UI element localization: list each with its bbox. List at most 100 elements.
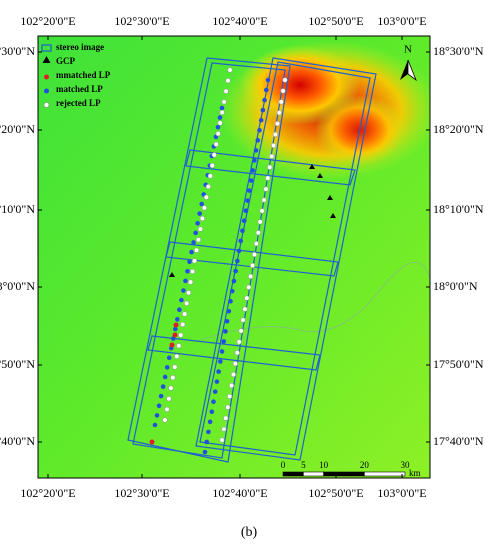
scale-label: 5 [301,460,306,470]
point [276,110,282,116]
point [227,67,233,73]
scale-segment [282,471,304,477]
point [245,198,250,203]
point [169,342,175,348]
point [177,307,182,313]
legend-label: stereo image [56,42,104,52]
point [185,269,190,274]
point [280,88,286,94]
point [225,78,231,84]
lon-label-bottom: 102°50'0"E [308,486,363,500]
point [199,201,204,207]
scale-unit: km [409,468,421,478]
scale-segment [303,471,324,477]
point [227,393,233,399]
lat-label-right: 18°30'0"N [433,44,484,58]
lon-label-top: 102°50'0"E [308,14,363,28]
lat-label-right: 18°10'0"N [433,202,484,216]
point [178,332,184,338]
lon-label-top: 103°0'0"E [377,14,426,28]
point [154,413,160,418]
point [282,77,288,83]
point [209,409,215,415]
north-label: N [404,44,412,56]
point [152,422,158,428]
point [219,437,225,443]
point [267,164,273,170]
point [265,77,271,83]
lat-label-right: 18°0'0"N [433,279,478,293]
legend-label: rejected LP [56,98,101,108]
point [246,284,252,290]
points [149,67,336,455]
scale-segment [364,471,406,477]
point [238,328,244,334]
point [170,374,176,381]
point [242,306,248,312]
point [270,142,277,149]
point [203,194,209,200]
legend [41,44,52,108]
point [206,429,211,435]
gcp [309,164,315,169]
point [202,449,208,455]
point [172,332,178,338]
point [241,218,247,224]
point [243,208,249,214]
point [232,361,238,367]
point [217,115,223,120]
point [160,384,166,389]
point [197,226,204,232]
point [228,298,233,304]
point [174,353,180,359]
point [225,404,231,410]
point [218,359,223,364]
point [229,288,235,294]
point [183,278,188,284]
point [219,109,225,116]
point [259,208,265,214]
point [166,396,172,402]
lat-label-left: 18°20'0"N [0,122,35,136]
point [186,290,192,296]
point [221,99,227,105]
point [193,230,198,236]
point [217,120,223,126]
point [253,148,259,153]
point [216,369,221,374]
lon-label-top: 102°40'0"E [212,14,267,28]
point [199,215,206,222]
point [231,278,237,284]
point [262,97,267,103]
point [257,219,263,225]
point [272,131,279,138]
point [187,259,192,264]
point [156,403,162,409]
point [250,168,255,173]
point [211,399,216,405]
point [255,138,261,143]
point [162,417,168,423]
lat-label-left: 18°0'0"N [0,279,35,293]
point [246,188,252,193]
point [265,175,271,181]
point [173,326,178,332]
map-frame [37,35,431,479]
point [251,251,258,258]
point [235,258,240,264]
lat-label-right: 17°40'0"N [433,434,484,448]
point [228,382,235,389]
point [249,262,256,269]
lon-label-bottom: 102°20'0"E [20,486,75,500]
point [236,339,242,345]
lat-label-left: 18°30'0"N [0,44,35,58]
scale-label: 30 [401,460,411,470]
lon-label-bottom: 102°30'0"E [114,486,169,500]
point [188,279,194,285]
point [211,152,217,158]
point [180,321,186,328]
lat-label-right: 17°50'0"N [433,357,484,371]
point [207,419,213,425]
